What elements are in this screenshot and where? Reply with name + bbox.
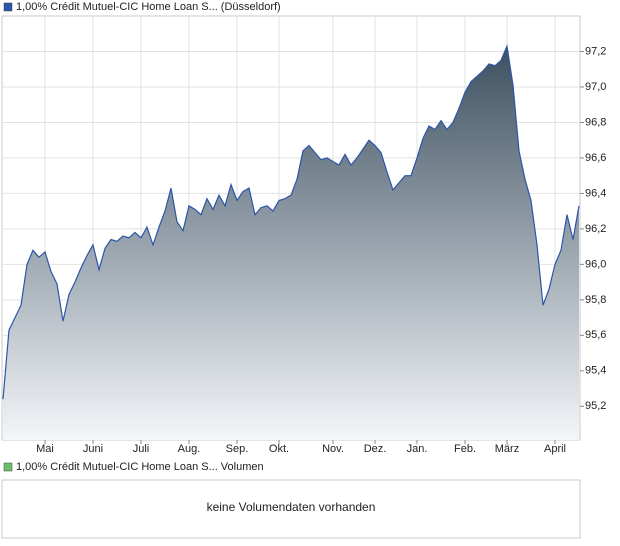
y-tick-label: 96,6	[585, 152, 606, 164]
x-tick-label: Juli	[133, 443, 150, 455]
y-tick-label: 95,6	[585, 329, 606, 341]
x-tick-label: April	[544, 443, 566, 455]
x-tick-label: Feb.	[454, 443, 476, 455]
legend-label: 1,00% Crédit Mutuel-CIC Home Loan S... V…	[16, 461, 264, 473]
x-tick-label: Nov.	[322, 443, 344, 455]
x-tick-label: Mai	[36, 443, 54, 455]
legend-label: 1,00% Crédit Mutuel-CIC Home Loan S... (…	[16, 1, 281, 13]
y-tick-label: 95,2	[585, 400, 606, 412]
area-fill	[3, 46, 579, 440]
x-tick-label: März	[495, 443, 519, 455]
x-tick-label: Okt.	[269, 443, 289, 455]
x-tick-label: Jan.	[407, 443, 428, 455]
y-tick-label: 95,4	[585, 365, 606, 377]
y-tick-label: 97,2	[585, 45, 606, 57]
x-tick-label: Aug.	[178, 443, 201, 455]
y-tick-label: 96,4	[585, 187, 606, 199]
legend-swatch	[3, 462, 13, 472]
volume-frame	[1, 479, 581, 539]
y-tick-label: 96,2	[585, 223, 606, 235]
y-tick-label: 95,8	[585, 294, 606, 306]
x-tick-label: Sep.	[226, 443, 249, 455]
x-tick-label: Dez.	[364, 443, 387, 455]
legend-swatch	[3, 2, 13, 12]
y-tick-label: 96,0	[585, 258, 606, 270]
annotation: keine Volumendaten vorhanden	[207, 500, 376, 514]
line	[2, 44, 580, 400]
x-tick-label: Juni	[83, 443, 103, 455]
y-tick-label: 97,0	[585, 81, 606, 93]
y-tick-label: 96,8	[585, 116, 606, 128]
